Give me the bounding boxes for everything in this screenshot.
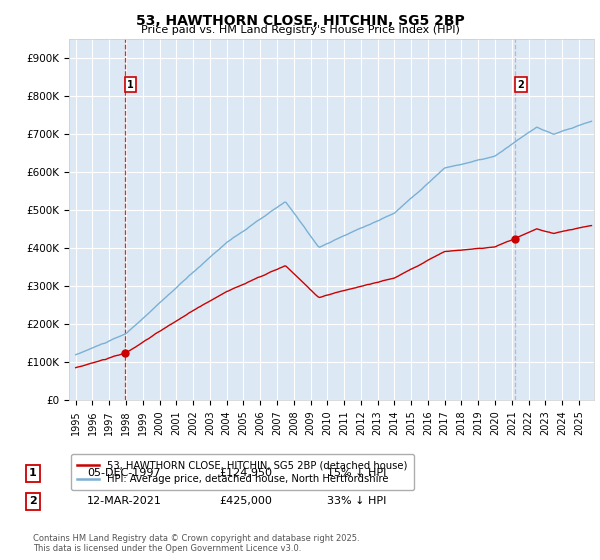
Text: Contains HM Land Registry data © Crown copyright and database right 2025.
This d: Contains HM Land Registry data © Crown c… — [33, 534, 359, 553]
Text: £425,000: £425,000 — [219, 496, 272, 506]
Text: 15% ↓ HPI: 15% ↓ HPI — [327, 468, 386, 478]
Legend: 53, HAWTHORN CLOSE, HITCHIN, SG5 2BP (detached house), HPI: Average price, detac: 53, HAWTHORN CLOSE, HITCHIN, SG5 2BP (de… — [71, 454, 414, 490]
Text: 05-DEC-1997: 05-DEC-1997 — [87, 468, 161, 478]
Text: 12-MAR-2021: 12-MAR-2021 — [87, 496, 162, 506]
Text: £124,950: £124,950 — [219, 468, 272, 478]
Text: 1: 1 — [127, 80, 134, 90]
Text: Price paid vs. HM Land Registry's House Price Index (HPI): Price paid vs. HM Land Registry's House … — [140, 25, 460, 35]
Text: 33% ↓ HPI: 33% ↓ HPI — [327, 496, 386, 506]
Text: 53, HAWTHORN CLOSE, HITCHIN, SG5 2BP: 53, HAWTHORN CLOSE, HITCHIN, SG5 2BP — [136, 14, 464, 28]
Text: 2: 2 — [518, 80, 524, 90]
Text: 1: 1 — [29, 468, 37, 478]
Text: 2: 2 — [29, 496, 37, 506]
